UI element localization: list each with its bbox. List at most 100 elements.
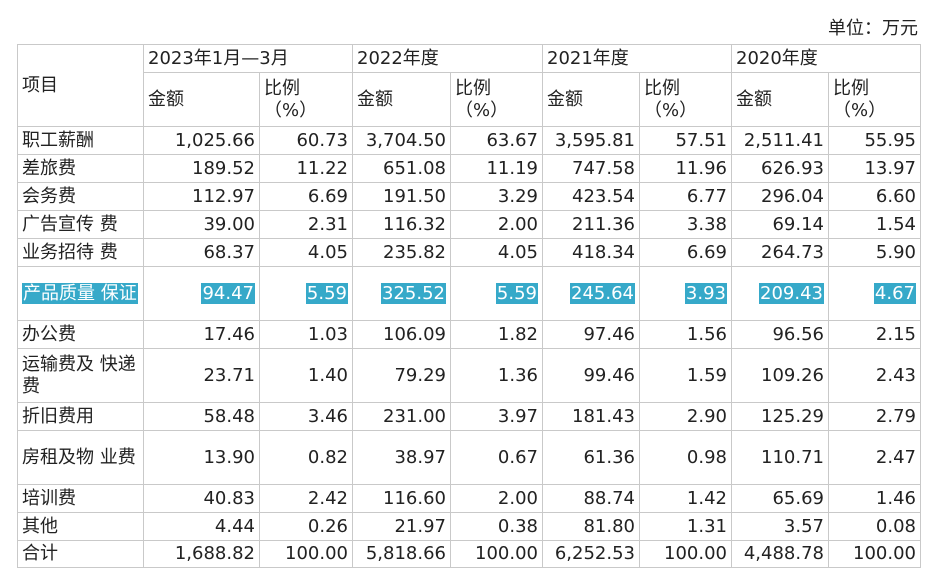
cell-value: 2.00 [497,213,538,235]
row-name-text: 会务费 [22,185,76,207]
ratio-cell: 3.46 [259,402,353,431]
amount-cell: 106.09 [352,320,451,349]
cell-value: 2.47 [875,446,916,468]
cell-value: 0.08 [875,515,916,537]
cell-value: 1.46 [875,487,916,509]
cell-value: 0.26 [307,515,348,537]
ratio-cell: 1.46 [828,484,921,513]
header-ratio-line1: 比例 [455,77,491,99]
cell-value: 245.64 [570,282,635,304]
cell-value: 39.00 [203,213,255,235]
header-ratio: 比例 （%） [828,72,921,127]
amount-cell: 231.00 [352,402,451,431]
cell-value: 38.97 [394,446,446,468]
row-name-text: 合计 [22,543,58,564]
table-header: 项目 2023年1月—3月 2022年度 2021年度 2020年度 金额 比例… [17,44,921,127]
header-amount: 金额 [731,72,829,127]
amount-cell: 191.50 [352,182,451,211]
cell-value: 2.31 [307,213,348,235]
header-period: 2020年度 [731,44,921,73]
ratio-cell: 0.08 [828,512,921,541]
ratio-cell: 57.51 [639,126,732,155]
cell-value: 626.93 [761,157,824,179]
cell-value: 4.05 [497,241,538,263]
cell-value: 116.32 [383,213,446,235]
cell-value: 0.82 [307,446,348,468]
cell-value: 2.15 [875,323,916,345]
cell-value: 418.34 [572,241,635,263]
ratio-cell: 6.77 [639,182,732,211]
row-name: 房租及物 业费 [17,430,144,485]
cell-value: 63.67 [486,129,538,151]
cell-value: 2.90 [686,405,727,427]
cell-value: 0.98 [686,446,727,468]
cell-value: 264.73 [761,241,824,263]
row-name-text: 广告宣传 费 [22,213,118,235]
row-name: 合计 [17,540,144,568]
amount-cell: 235.82 [352,238,451,267]
cell-value: 116.60 [383,487,446,509]
cell-value: 100.00 [853,543,916,564]
row-name-text: 差旅费 [22,157,76,179]
cell-value: 4,488.78 [743,543,824,564]
cell-value: 81.80 [583,515,635,537]
cell-value: 1.59 [686,364,727,386]
row-name-text: 其他 [22,515,58,537]
ratio-cell: 5.59 [450,266,543,321]
ratio-cell: 2.90 [639,402,732,431]
cell-value: 6.77 [686,185,727,207]
cell-value: 1.54 [875,213,916,235]
amount-cell: 264.73 [731,238,829,267]
header-ratio-line1: 比例 [264,77,300,99]
header-ratio-line2: （%） [833,99,887,121]
ratio-cell: 55.95 [828,126,921,155]
table-row: 业务招待 费 68.37 4.05 235.82 4.05 418.34 6.69 264.7… [17,238,921,267]
amount-cell: 626.93 [731,154,829,183]
amount-cell: 96.56 [731,320,829,349]
amount-cell: 110.71 [731,430,829,485]
cell-value: 1,688.82 [174,543,255,564]
amount-cell: 181.43 [542,402,640,431]
ratio-cell: 6.69 [639,238,732,267]
amount-cell: 3,704.50 [352,126,451,155]
amount-cell: 125.29 [731,402,829,431]
header-ratio: 比例 （%） [450,72,543,127]
ratio-cell: 1.82 [450,320,543,349]
cell-value: 99.46 [583,364,635,386]
amount-cell: 17.46 [143,320,260,349]
amount-cell: 5,818.66 [352,540,451,568]
cell-value: 13.97 [864,157,916,179]
amount-cell: 418.34 [542,238,640,267]
cell-value: 423.54 [572,185,635,207]
cell-value: 23.71 [203,364,255,386]
table-row: 运输费及 快递费 23.71 1.40 79.29 1.36 99.46 1.59 109.2… [17,348,921,403]
row-name: 会务费 [17,182,144,211]
table-body: 职工薪酬 1,025.66 60.73 3,704.50 63.67 3,595.81 57… [17,126,921,568]
cell-value: 100.00 [285,543,348,564]
cell-value: 100.00 [475,543,538,564]
ratio-cell: 3.97 [450,402,543,431]
cell-value: 231.00 [383,405,446,427]
ratio-cell: 100.00 [259,540,353,568]
row-name: 产品质量 保证 [17,266,144,321]
row-name: 其他 [17,512,144,541]
cell-value: 79.29 [394,364,446,386]
ratio-cell: 13.97 [828,154,921,183]
cell-value: 1.36 [497,364,538,386]
cell-value: 2.00 [497,487,538,509]
table-row: 产品质量 保证 94.47 5.59 325.52 5.59 245.64 3.93 209.… [17,266,921,321]
cell-value: 0.38 [497,515,538,537]
cell-value: 106.09 [383,323,446,345]
cell-value: 325.52 [381,282,446,304]
cell-value: 4.44 [214,515,255,537]
amount-cell: 3,595.81 [542,126,640,155]
ratio-cell: 100.00 [828,540,921,568]
cell-value: 69.14 [772,213,824,235]
cell-value: 57.51 [675,129,727,151]
amount-cell: 1,688.82 [143,540,260,568]
row-name: 办公费 [17,320,144,349]
cell-value: 3.97 [497,405,538,427]
ratio-cell: 63.67 [450,126,543,155]
cell-value: 3.93 [684,282,727,304]
ratio-cell: 4.05 [450,238,543,267]
